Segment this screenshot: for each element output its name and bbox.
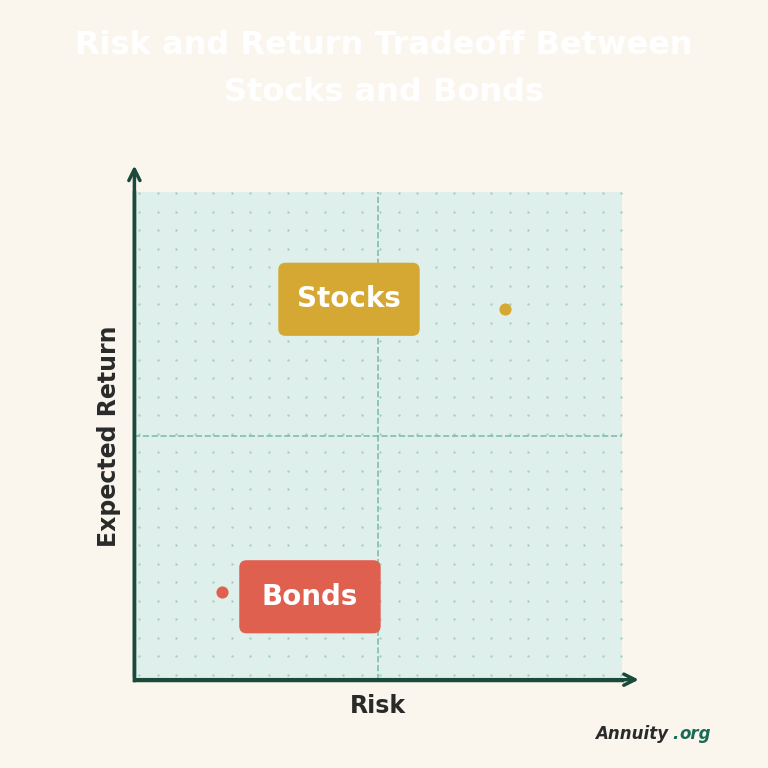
Text: Stocks: Stocks <box>297 285 401 313</box>
Text: Bonds: Bonds <box>262 583 358 611</box>
Text: org: org <box>680 726 711 743</box>
Point <box>499 303 511 315</box>
Text: Annuity: Annuity <box>595 726 668 743</box>
Y-axis label: Expected Return: Expected Return <box>97 325 121 547</box>
FancyBboxPatch shape <box>278 263 419 336</box>
FancyBboxPatch shape <box>240 560 381 634</box>
Text: Risk and Return Tradeoff Between: Risk and Return Tradeoff Between <box>75 30 693 61</box>
X-axis label: Risk: Risk <box>350 694 406 717</box>
Text: .: . <box>672 726 678 743</box>
Text: Stocks and Bonds: Stocks and Bonds <box>224 78 544 108</box>
Point <box>216 586 228 598</box>
